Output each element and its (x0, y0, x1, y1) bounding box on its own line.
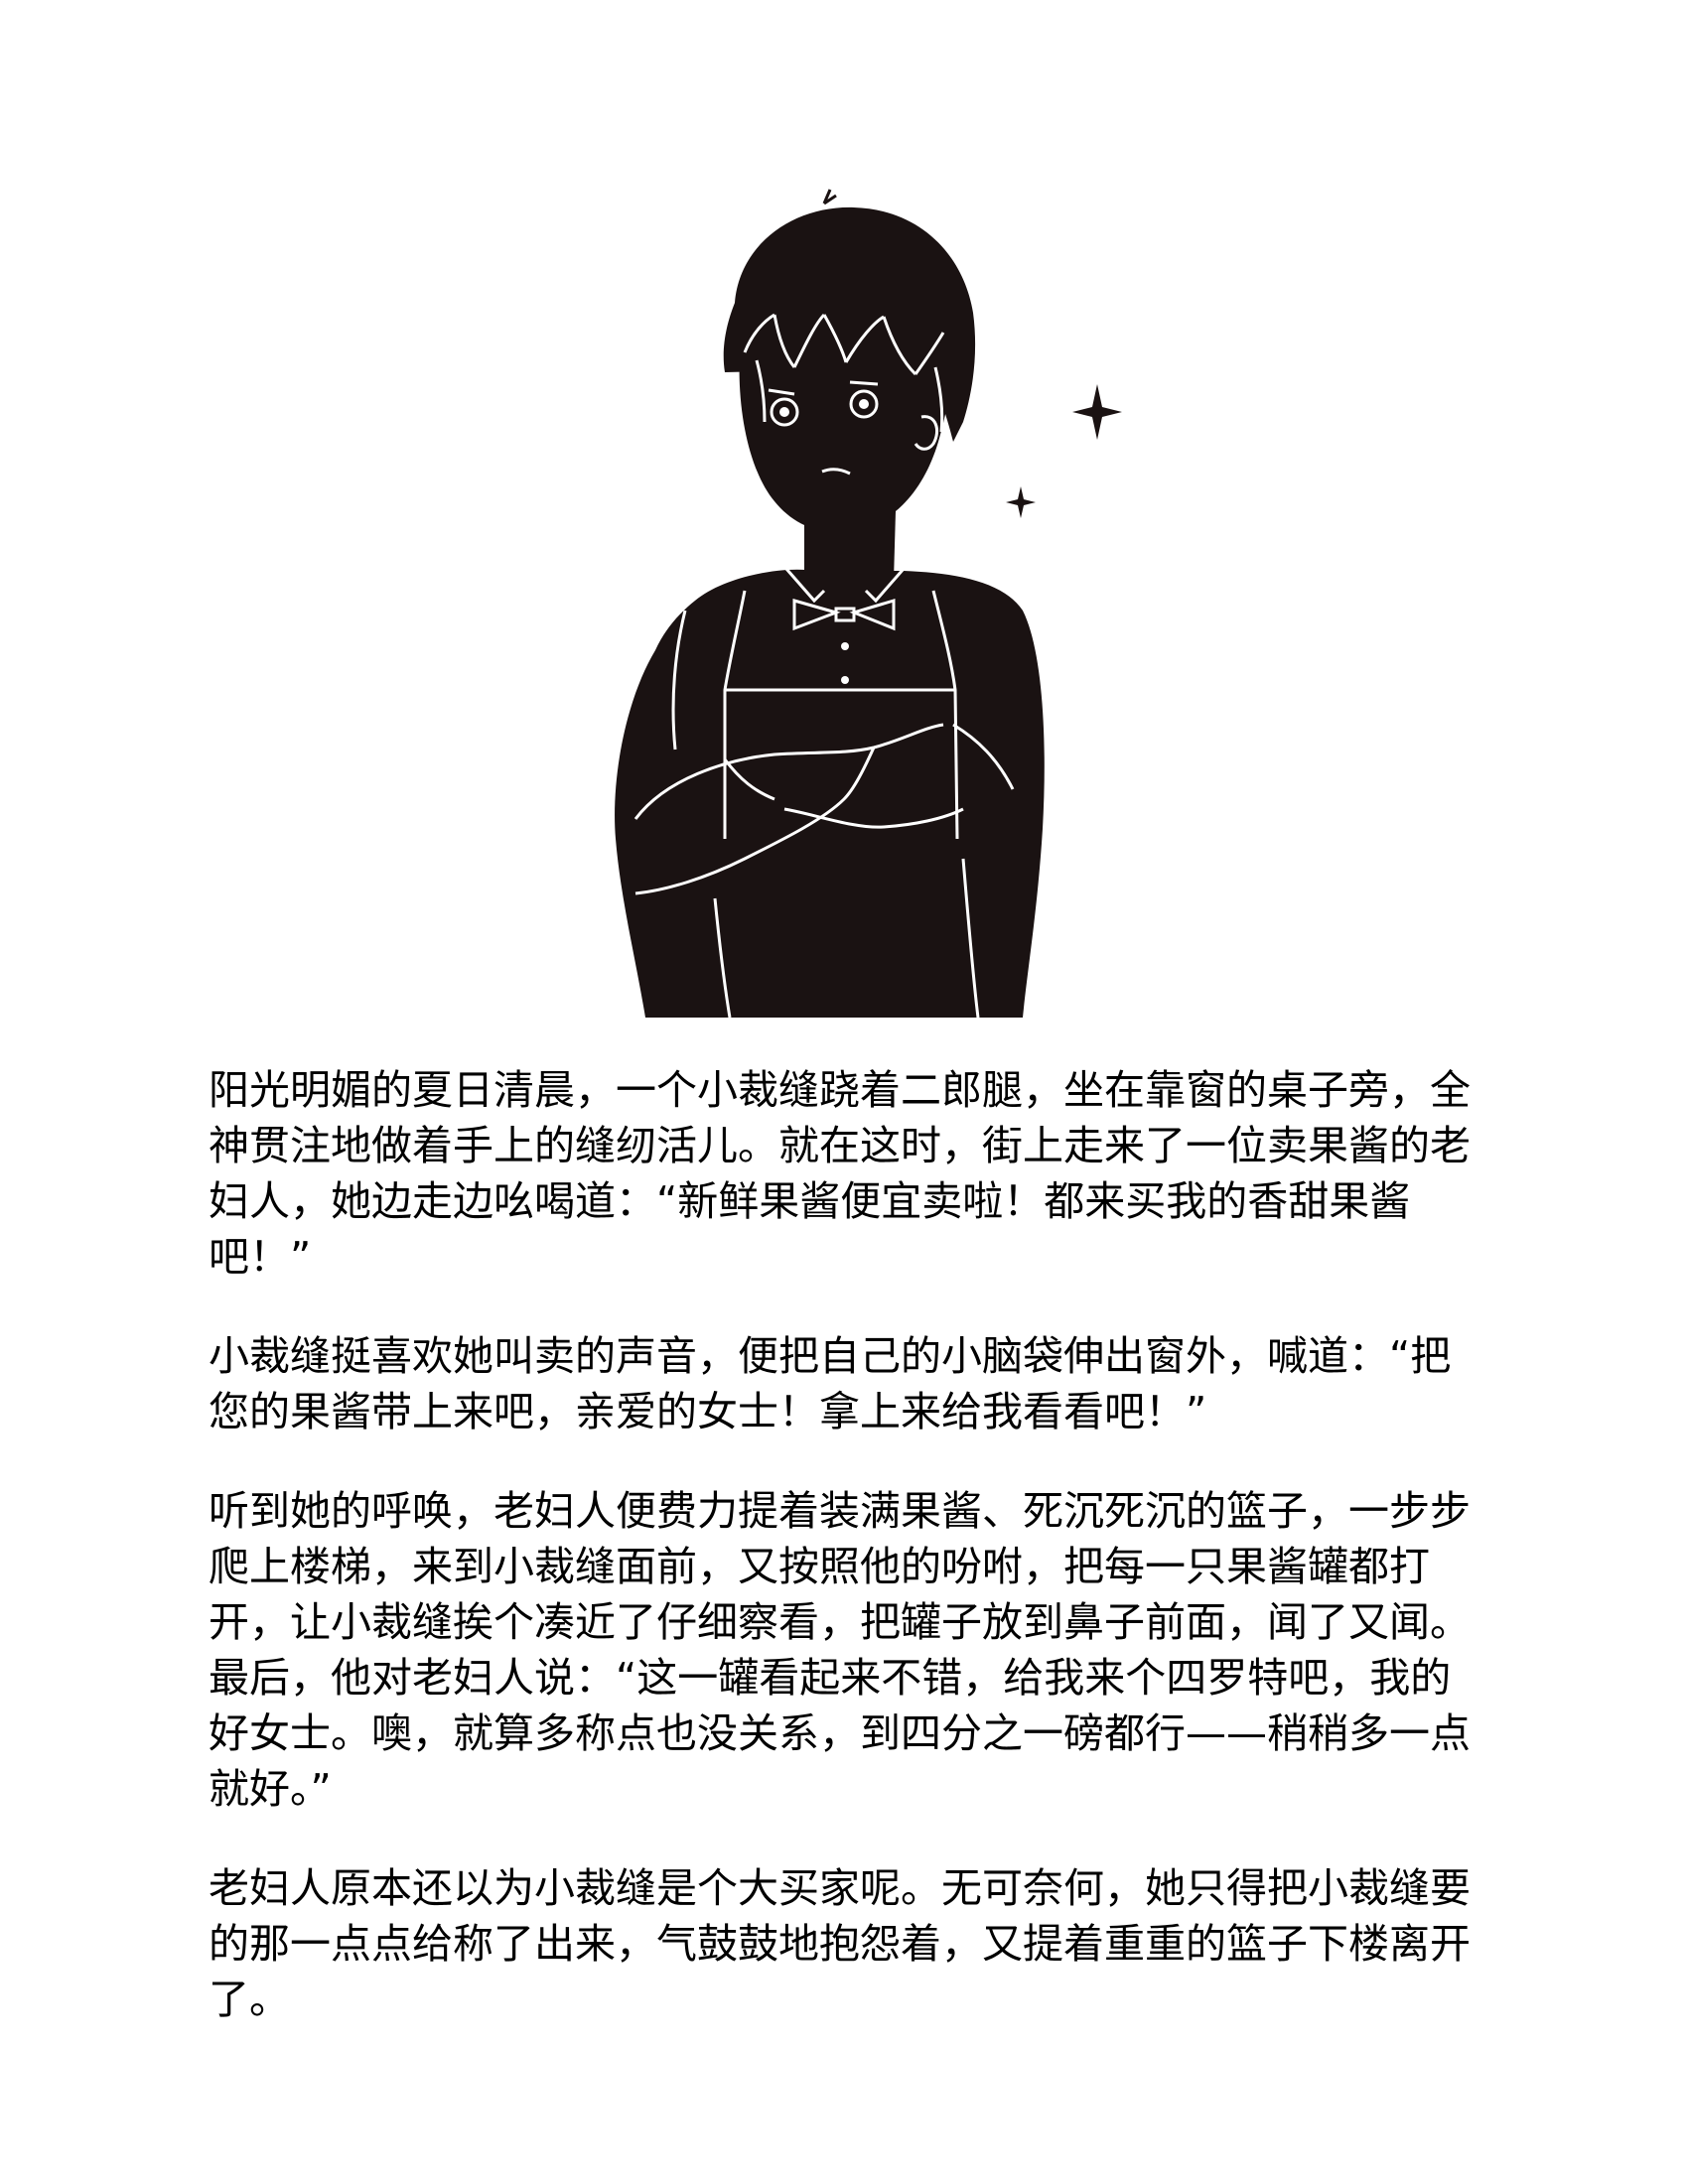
shirt-button (841, 676, 849, 684)
story-paragraph: 老妇人原本还以为小裁缝是个大买家呢。无可奈何，她只得把小裁缝要的那一点点给称了出… (209, 1860, 1489, 2027)
sparkle-icon (1006, 486, 1036, 518)
shirt-button (841, 642, 849, 650)
head (740, 352, 952, 533)
story-text: 阳光明媚的夏日清晨，一个小裁缝跷着二郎腿，坐在靠窗的桌子旁，全神贯注地做着手上的… (209, 1062, 1489, 2071)
sparkle-icon (1072, 384, 1122, 440)
neck (804, 511, 896, 581)
tailor-silhouette-svg (526, 184, 1122, 1018)
story-paragraph: 听到她的呼唤，老妇人便费力提着装满果酱、死沉死沉的篮子，一步步爬上楼梯，来到小裁… (209, 1483, 1489, 1817)
hair-tuft (824, 190, 836, 204)
tailor-illustration (526, 184, 1122, 1018)
story-paragraph: 阳光明媚的夏日清晨，一个小裁缝跷着二郎腿，坐在靠窗的桌子旁，全神贯注地做着手上的… (209, 1062, 1489, 1285)
story-paragraph: 小裁缝挺喜欢她叫卖的声音，便把自己的小脑袋伸出窗外，喊道：“把您的果酱带上来吧，… (209, 1328, 1489, 1439)
